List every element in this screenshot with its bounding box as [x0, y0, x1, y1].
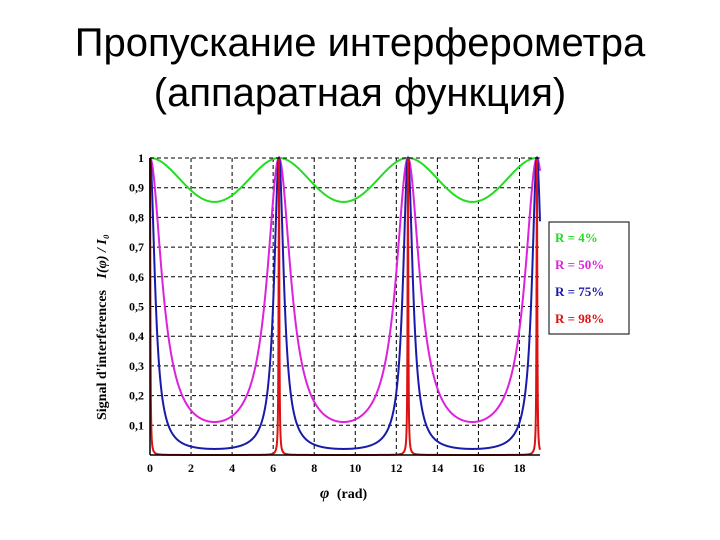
grid [150, 158, 540, 455]
x-tick-label-1: 2 [188, 461, 194, 475]
x-axis-unit: (rad) [337, 487, 368, 502]
y-axis-formula: I(φ) / I₀ [95, 234, 110, 279]
x-tick-label-9: 18 [513, 461, 525, 475]
legend-box [548, 221, 630, 335]
legend-entry-4: R = 98% [555, 311, 604, 326]
x-tick-label-5: 10 [349, 461, 361, 475]
legend-entry-3: R = 75% [555, 284, 604, 299]
title-line-2: (аппаратная функция) [153, 71, 567, 115]
y-tick-label-2: 0,3 [129, 359, 144, 373]
series-line-3 [149, 155, 541, 450]
legend-entry-2: R = 50% [555, 257, 604, 272]
x-tick-label-2: 4 [229, 461, 235, 475]
y-tick-label-6: 0,7 [129, 240, 144, 254]
x-tick-label-8: 16 [472, 461, 484, 475]
y-tick-label-1: 0,2 [129, 389, 144, 403]
y-tick-label-8: 0,9 [129, 181, 144, 195]
x-tick-label-7: 14 [431, 461, 443, 475]
x-axis-symbol: φ [320, 485, 329, 502]
series-line-2 [149, 156, 541, 423]
y-tick-label-5: 0,6 [129, 270, 144, 284]
x-axis-label: φ (rad) [320, 485, 368, 502]
y-tick-label-7: 0,8 [129, 210, 144, 224]
y-tick-label-9: 1 [138, 151, 144, 165]
y-axis-label: Signal d'interférences I(φ) / I₀ [95, 234, 110, 420]
y-tick-label-3: 0,4 [129, 329, 144, 343]
y-tick-label-4: 0,5 [129, 300, 144, 314]
x-tick-label-6: 12 [390, 461, 402, 475]
title-line-1: Пропускание интерферометра [74, 21, 646, 65]
axes [149, 157, 540, 456]
tick-labels: 0 2 4 6 8 10 12 14 16 18 0,1 0,2 0,3 0,4 0,5 0,6 0,7 0,8 0… [129, 151, 525, 475]
series-line-1 [150, 157, 541, 203]
legend-entry-1: R = 4% [555, 230, 598, 245]
x-tick-label-4: 8 [311, 461, 317, 475]
x-tick-label-3: 6 [270, 461, 276, 475]
y-axis-label-text: Signal d'interférences [95, 289, 110, 420]
x-tick-label-0: 0 [147, 461, 153, 475]
y-tick-label-0: 0,1 [129, 418, 144, 432]
slide-title: Пропускание интерферометра (аппаратная ф… [0, 18, 720, 118]
legend: R = 4% R = 50% R = 75% R = 98% [548, 221, 630, 335]
